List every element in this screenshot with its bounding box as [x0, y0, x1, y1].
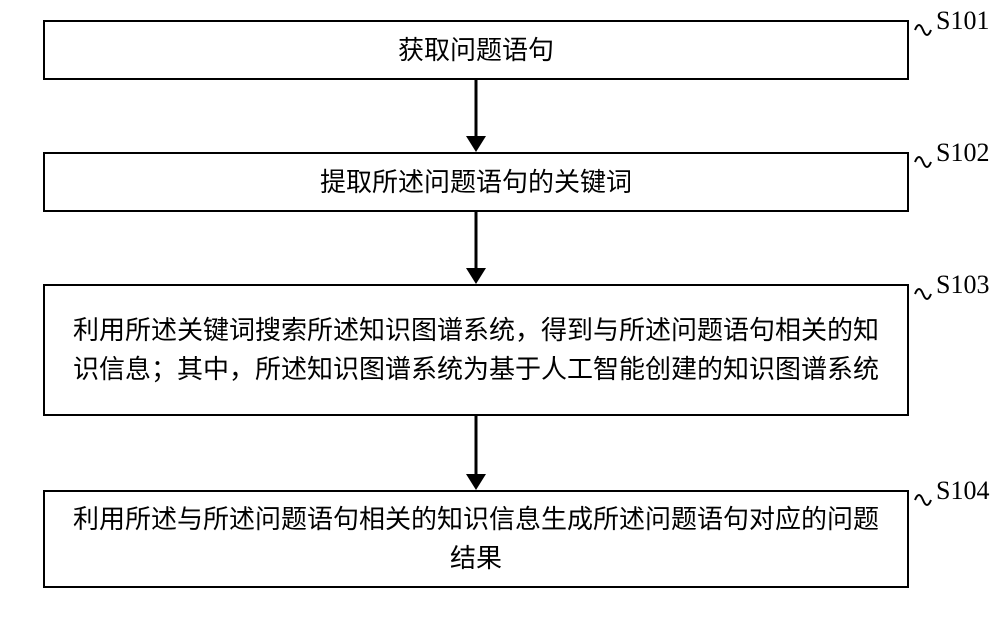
flow-node-s101: 获取问题语句: [43, 20, 909, 80]
squiggle-connector: [909, 18, 937, 42]
flow-node-text: 利用所述与所述问题语句相关的知识信息生成所述问题语句对应的问题结果: [65, 500, 887, 578]
squiggle-connector: [909, 150, 937, 174]
squiggle-connector: [909, 282, 937, 306]
flow-node-text: 利用所述关键词搜索所述知识图谱系统，得到与所述问题语句相关的知识信息；其中，所述…: [65, 311, 887, 389]
step-label-s103: S103: [936, 270, 989, 300]
flow-node-s104: 利用所述与所述问题语句相关的知识信息生成所述问题语句对应的问题结果: [43, 490, 909, 588]
flow-arrow-head: [466, 474, 486, 490]
squiggle-connector: [909, 488, 937, 512]
flow-node-text: 获取问题语句: [65, 31, 887, 70]
flow-arrow-head: [466, 268, 486, 284]
step-label-s102: S102: [936, 138, 989, 168]
flow-node-s103: 利用所述关键词搜索所述知识图谱系统，得到与所述问题语句相关的知识信息；其中，所述…: [43, 284, 909, 416]
flowchart-canvas: 获取问题语句 S101 提取所述问题语句的关键词 S102 利用所述关键词搜索所…: [0, 0, 1000, 621]
flow-arrow: [475, 212, 478, 268]
flow-node-s102: 提取所述问题语句的关键词: [43, 152, 909, 212]
flow-arrow: [475, 80, 478, 136]
flow-node-text: 提取所述问题语句的关键词: [65, 163, 887, 202]
flow-arrow: [475, 416, 478, 474]
step-label-s104: S104: [936, 476, 989, 506]
flow-arrow-head: [466, 136, 486, 152]
step-label-s101: S101: [936, 6, 989, 36]
